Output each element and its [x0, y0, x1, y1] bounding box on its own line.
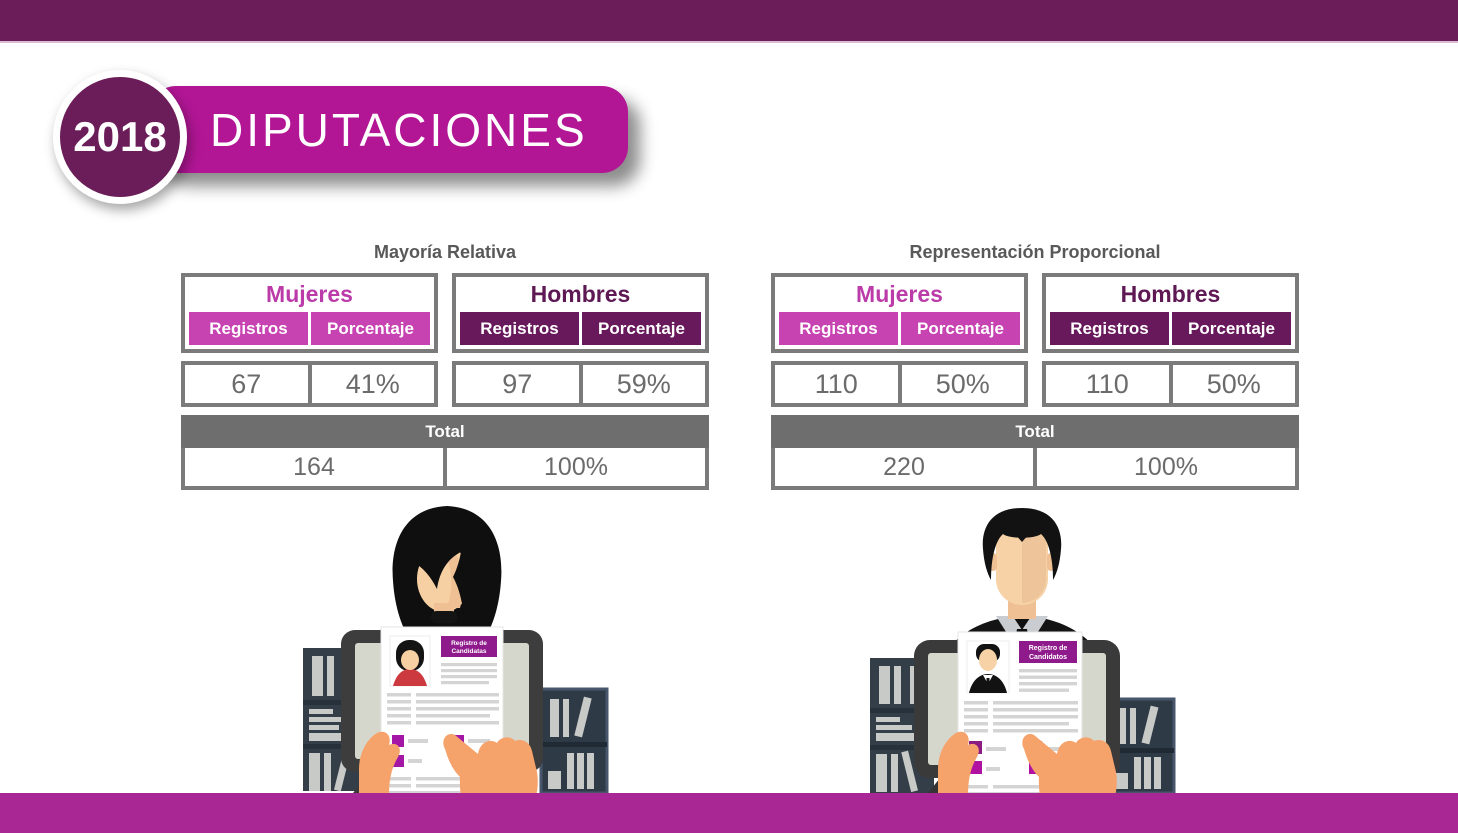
- hombres-label: Hombres: [1120, 281, 1221, 307]
- total-label-bar: Total: [771, 415, 1299, 448]
- hombres-label: Hombres: [530, 281, 631, 307]
- hombres-values-box: 110 50%: [1042, 361, 1299, 407]
- year-label: 2018: [73, 113, 167, 160]
- mujeres-col-porcentaje: Porcentaje: [901, 312, 1020, 345]
- doc-title-line2: Candidatas: [451, 648, 486, 655]
- total-values-row: 220 100%: [771, 448, 1299, 490]
- hombres-col-registros: Registros: [460, 312, 579, 345]
- hombres-porcentaje-value: 50%: [1168, 365, 1296, 403]
- man-illustration: Registro de Candidatos: [870, 508, 1176, 833]
- bookshelf-right: [539, 687, 609, 795]
- hombres-porcentaje-value: 59%: [578, 365, 706, 403]
- man-hair: [982, 508, 1062, 580]
- mujeres-label: Mujeres: [856, 281, 943, 307]
- woman-bangs: [412, 522, 486, 589]
- mujeres-col-registros: Registros: [779, 312, 898, 345]
- hombres-header-box: Hombres Registros Porcentaje: [452, 273, 709, 353]
- values-row: 67 41% 97 59%: [181, 361, 709, 407]
- mujeres-values-box: 67 41%: [181, 361, 438, 407]
- year-badge: 2018: [53, 70, 187, 204]
- bottom-band: [0, 793, 1458, 833]
- doc-header-block: [1019, 641, 1077, 663]
- hombres-col-porcentaje: Porcentaje: [582, 312, 701, 345]
- hombres-col-porcentaje: Porcentaje: [1172, 312, 1291, 345]
- tie-knot: [1014, 618, 1030, 630]
- doc-title-line1: Registro de: [1029, 645, 1068, 652]
- woman-illustration: Registro de Candidatas: [303, 506, 609, 833]
- mujeres-header-box: Mujeres Registros Porcentaje: [771, 273, 1028, 353]
- total-registros-value: 220: [883, 452, 925, 481]
- total-porcentaje-value: 100%: [443, 448, 705, 486]
- hombres-col-registros: Registros: [1050, 312, 1169, 345]
- hombres-registros-value: 110: [1085, 368, 1129, 399]
- mujeres-label: Mujeres: [266, 281, 353, 307]
- mujeres-subcolumns: Registros Porcentaje: [779, 312, 1020, 345]
- doc-title-line1: Registro de: [451, 640, 487, 647]
- table-mayoria-relativa: Mayoría Relativa Mujeres Registros Porce…: [181, 242, 709, 490]
- mujeres-header-box: Mujeres Registros Porcentaje: [181, 273, 438, 353]
- mujeres-col-porcentaje: Porcentaje: [311, 312, 430, 345]
- table-representacion-proporcional: Representación Proporcional Mujeres Regi…: [771, 242, 1299, 490]
- mujeres-porcentaje-value: 41%: [307, 365, 435, 403]
- table-title-representacion: Representación Proporcional: [909, 242, 1161, 262]
- mujeres-values-box: 110 50%: [771, 361, 1028, 407]
- page-title: DIPUTACIONES: [210, 103, 588, 156]
- mujeres-registros-value: 110: [814, 368, 858, 399]
- total-values-row: 164 100%: [181, 448, 709, 490]
- header-row: Mujeres Registros Porcentaje Hombres Reg…: [771, 273, 1299, 353]
- doc-header-block: [441, 636, 497, 657]
- total-porcentaje-value: 100%: [1033, 448, 1295, 486]
- header-row: Mujeres Registros Porcentaje Hombres Reg…: [181, 273, 709, 353]
- hombres-registros-value: 97: [502, 368, 533, 399]
- total-registros-value: 164: [293, 452, 335, 481]
- hombres-header-box: Hombres Registros Porcentaje: [1042, 273, 1299, 353]
- hombres-subcolumns: Registros Porcentaje: [1050, 312, 1291, 345]
- mujeres-col-registros: Registros: [189, 312, 308, 345]
- top-band: [0, 0, 1458, 43]
- mujeres-porcentaje-value: 50%: [897, 365, 1025, 403]
- mujeres-registros-value: 67: [231, 368, 262, 399]
- hombres-values-box: 97 59%: [452, 361, 709, 407]
- doc-title-line2: Candidatos: [1029, 654, 1067, 661]
- mujeres-subcolumns: Registros Porcentaje: [189, 312, 430, 345]
- hombres-subcolumns: Registros Porcentaje: [460, 312, 701, 345]
- table-title-mayoria: Mayoría Relativa: [373, 242, 517, 262]
- total-label-bar: Total: [181, 415, 709, 448]
- title-banner: DIPUTACIONES: [150, 86, 628, 173]
- values-row: 110 50% 110 50%: [771, 361, 1299, 407]
